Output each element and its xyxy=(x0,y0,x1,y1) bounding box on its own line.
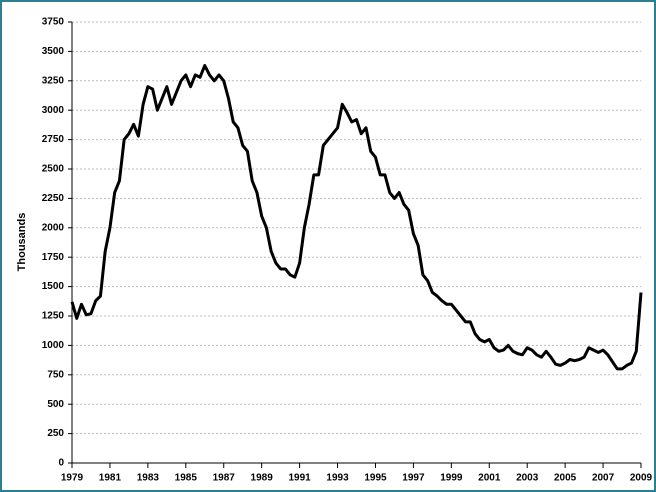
x-tick-label: 1979 xyxy=(61,473,84,484)
x-tick-label: 1993 xyxy=(326,473,349,484)
y-tick-label: 1250 xyxy=(42,311,65,322)
x-tick-label: 1991 xyxy=(288,473,311,484)
y-tick-label: 2250 xyxy=(42,193,65,204)
x-tick-label: 1981 xyxy=(99,473,122,484)
x-tick-label: 1999 xyxy=(440,473,463,484)
y-tick-label: 2500 xyxy=(42,164,65,175)
y-tick-label: 0 xyxy=(58,458,64,469)
y-tick-label: 3000 xyxy=(42,105,65,116)
x-tick-label: 2007 xyxy=(592,473,615,484)
y-tick-label: 1750 xyxy=(42,252,65,263)
y-tick-label: 500 xyxy=(47,399,64,410)
y-tick-label: 2750 xyxy=(42,134,65,145)
y-tick-label: 250 xyxy=(47,428,64,439)
x-tick-label: 2005 xyxy=(554,473,577,484)
x-tick-label: 2001 xyxy=(478,473,501,484)
x-tick-label: 1997 xyxy=(402,473,425,484)
x-tick-label: 1989 xyxy=(251,473,274,484)
y-tick-label: 750 xyxy=(47,369,64,380)
y-tick-label: 1500 xyxy=(42,281,65,292)
x-tick-label: 1987 xyxy=(213,473,236,484)
y-tick-label: 1000 xyxy=(42,340,65,351)
x-tick-label: 1985 xyxy=(175,473,198,484)
y-axis-label: Thousands xyxy=(16,213,28,272)
x-tick-label: 2009 xyxy=(630,473,653,484)
y-tick-label: 2000 xyxy=(42,222,65,233)
y-tick-label: 3250 xyxy=(42,75,65,86)
x-tick-label: 1983 xyxy=(137,473,160,484)
y-tick-label: 3750 xyxy=(42,17,65,28)
y-tick-label: 3500 xyxy=(42,46,65,57)
x-tick-label: 2003 xyxy=(516,473,539,484)
x-tick-label: 1995 xyxy=(364,473,387,484)
data-line xyxy=(70,64,643,371)
